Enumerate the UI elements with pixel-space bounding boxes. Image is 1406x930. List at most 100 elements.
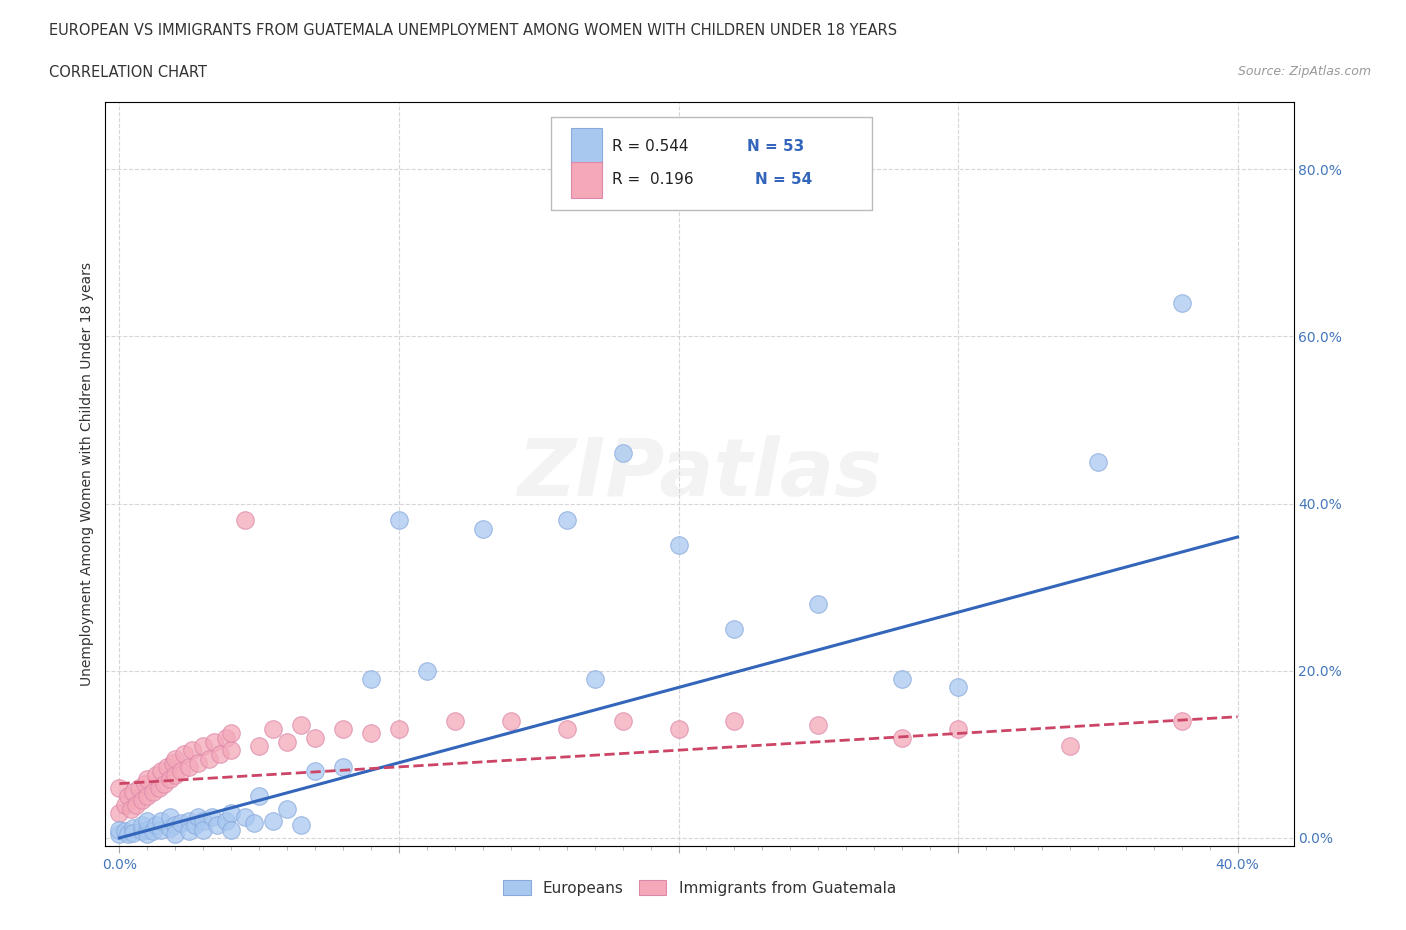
FancyBboxPatch shape — [571, 128, 602, 164]
Immigrants from Guatemala — [173, 747, 195, 762]
Europeans — [290, 818, 312, 833]
Immigrants from Guatemala — [179, 760, 201, 775]
Europeans — [187, 810, 209, 825]
Immigrants from Guatemala — [247, 738, 270, 753]
Immigrants from Guatemala — [165, 751, 187, 766]
Europeans — [136, 814, 159, 829]
Text: Source: ZipAtlas.com: Source: ZipAtlas.com — [1237, 65, 1371, 78]
Immigrants from Guatemala — [131, 793, 153, 808]
Europeans — [165, 818, 187, 833]
Europeans — [108, 822, 131, 837]
Immigrants from Guatemala — [290, 718, 312, 733]
Europeans — [136, 822, 159, 837]
Europeans — [117, 827, 139, 842]
Immigrants from Guatemala — [108, 805, 131, 820]
Europeans — [555, 512, 578, 527]
Y-axis label: Unemployment Among Women with Children Under 18 years: Unemployment Among Women with Children U… — [80, 262, 94, 686]
Europeans — [612, 446, 634, 461]
Europeans — [262, 814, 284, 829]
Europeans — [159, 810, 181, 825]
Immigrants from Guatemala — [668, 722, 690, 737]
Text: N = 53: N = 53 — [747, 139, 804, 153]
Europeans — [122, 826, 145, 841]
Immigrants from Guatemala — [388, 722, 411, 737]
Europeans — [142, 824, 165, 839]
FancyBboxPatch shape — [551, 117, 872, 210]
Europeans — [193, 814, 215, 829]
Immigrants from Guatemala — [233, 512, 256, 527]
Immigrants from Guatemala — [1059, 738, 1081, 753]
Europeans — [219, 822, 242, 837]
Europeans — [170, 816, 193, 830]
Europeans — [193, 822, 215, 837]
Immigrants from Guatemala — [444, 713, 467, 728]
Immigrants from Guatemala — [214, 730, 236, 745]
Immigrants from Guatemala — [145, 768, 167, 783]
Europeans — [122, 820, 145, 835]
Europeans — [807, 596, 830, 611]
Immigrants from Guatemala — [1170, 713, 1192, 728]
Immigrants from Guatemala — [181, 743, 204, 758]
Immigrants from Guatemala — [219, 743, 242, 758]
Immigrants from Guatemala — [136, 789, 159, 804]
Europeans — [219, 805, 242, 820]
Europeans — [150, 822, 173, 837]
Immigrants from Guatemala — [332, 722, 354, 737]
Immigrants from Guatemala — [136, 772, 159, 787]
Immigrants from Guatemala — [125, 797, 148, 812]
Immigrants from Guatemala — [162, 755, 184, 770]
Europeans — [471, 521, 494, 536]
Text: ZIPatlas: ZIPatlas — [517, 435, 882, 513]
Immigrants from Guatemala — [946, 722, 969, 737]
Immigrants from Guatemala — [108, 780, 131, 795]
Europeans — [159, 820, 181, 835]
Immigrants from Guatemala — [555, 722, 578, 737]
Immigrants from Guatemala — [120, 802, 142, 817]
Text: R = 0.544: R = 0.544 — [612, 139, 688, 153]
Europeans — [332, 760, 354, 775]
Immigrants from Guatemala — [193, 738, 215, 753]
Immigrants from Guatemala — [262, 722, 284, 737]
Immigrants from Guatemala — [122, 785, 145, 800]
Europeans — [242, 816, 264, 830]
Europeans — [583, 671, 606, 686]
Immigrants from Guatemala — [165, 768, 187, 783]
Text: EUROPEAN VS IMMIGRANTS FROM GUATEMALA UNEMPLOYMENT AMONG WOMEN WITH CHILDREN UND: EUROPEAN VS IMMIGRANTS FROM GUATEMALA UN… — [49, 23, 897, 38]
FancyBboxPatch shape — [571, 162, 602, 197]
Europeans — [946, 680, 969, 695]
Europeans — [114, 824, 136, 839]
Immigrants from Guatemala — [807, 718, 830, 733]
Immigrants from Guatemala — [723, 713, 745, 728]
Text: N = 54: N = 54 — [755, 172, 813, 187]
Europeans — [233, 810, 256, 825]
Immigrants from Guatemala — [114, 797, 136, 812]
Immigrants from Guatemala — [150, 764, 173, 778]
Europeans — [165, 827, 187, 842]
Europeans — [1170, 296, 1192, 311]
Europeans — [145, 818, 167, 833]
Immigrants from Guatemala — [612, 713, 634, 728]
Europeans — [891, 671, 914, 686]
Europeans — [304, 764, 326, 778]
Immigrants from Guatemala — [209, 747, 232, 762]
Legend: Europeans, Immigrants from Guatemala: Europeans, Immigrants from Guatemala — [496, 873, 903, 902]
Europeans — [184, 818, 207, 833]
Europeans — [214, 814, 236, 829]
Europeans — [723, 621, 745, 636]
Immigrants from Guatemala — [499, 713, 522, 728]
Immigrants from Guatemala — [117, 789, 139, 804]
Europeans — [276, 802, 298, 817]
Europeans — [207, 818, 229, 833]
Immigrants from Guatemala — [128, 780, 150, 795]
Immigrants from Guatemala — [198, 751, 221, 766]
Europeans — [388, 512, 411, 527]
Europeans — [179, 814, 201, 829]
Immigrants from Guatemala — [142, 785, 165, 800]
Immigrants from Guatemala — [891, 730, 914, 745]
Europeans — [179, 824, 201, 839]
Europeans — [247, 789, 270, 804]
Immigrants from Guatemala — [156, 760, 179, 775]
Immigrants from Guatemala — [148, 780, 170, 795]
Europeans — [1087, 455, 1109, 470]
Europeans — [136, 827, 159, 842]
